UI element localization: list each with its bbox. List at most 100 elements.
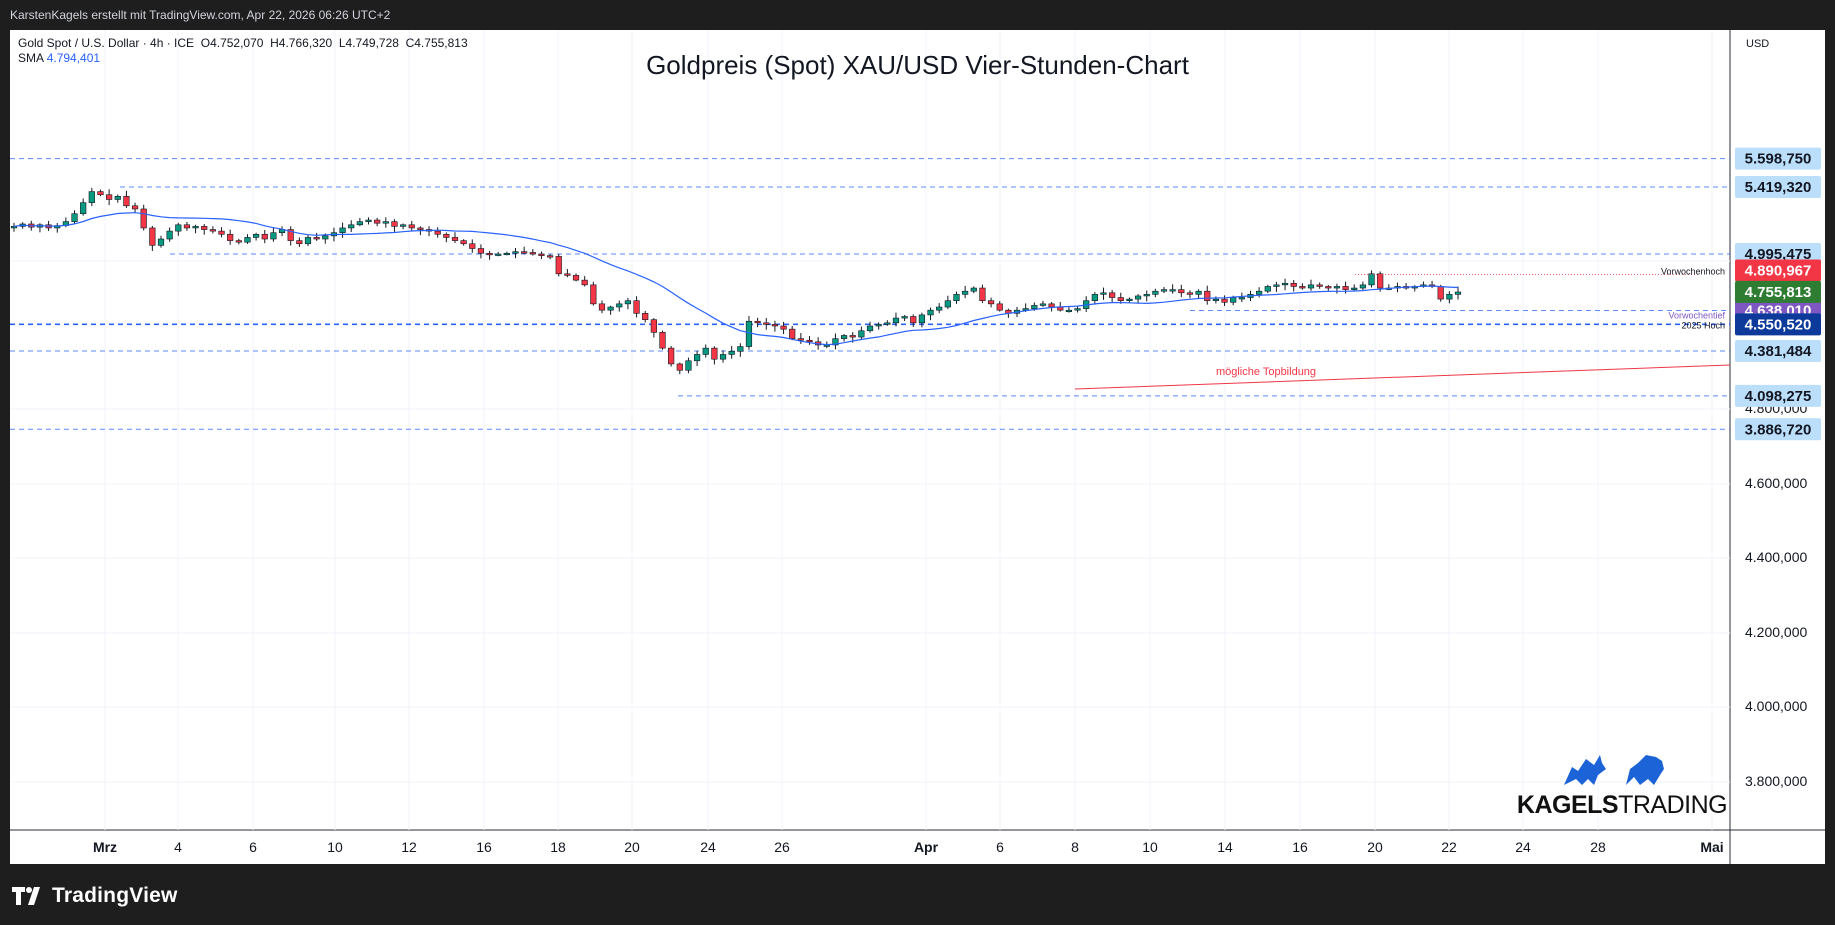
candle-body	[849, 335, 856, 338]
candle-body	[1230, 297, 1237, 303]
candle-body	[892, 317, 900, 324]
chart-legend: Gold Spot / U.S. Dollar · 4h · ICE O4.75…	[18, 36, 468, 66]
candle-body	[451, 237, 459, 241]
candle-body	[1454, 291, 1462, 295]
candle-body	[253, 233, 260, 238]
candle-body	[296, 240, 303, 245]
candle-body	[650, 319, 657, 333]
candle-body	[1256, 290, 1263, 295]
price-badge-label: 4.098,275	[1745, 388, 1812, 405]
candle-body	[676, 363, 683, 371]
candle-body	[495, 253, 502, 256]
x-tick-label: 8	[1071, 839, 1079, 855]
candle-body	[927, 309, 934, 316]
candle-body	[339, 227, 346, 233]
legend-sma-row: SMA 4.794,401	[18, 51, 468, 66]
attribution-bar: KarstenKagels erstellt mit TradingView.c…	[0, 0, 1835, 30]
candle-body	[1333, 286, 1341, 289]
legend-low: L4.749,728	[338, 36, 399, 50]
candle-body	[797, 338, 804, 341]
candle-body	[840, 335, 848, 339]
candle-body	[503, 252, 510, 256]
legend-close: C4.755,813	[405, 36, 468, 50]
candle-body	[875, 324, 882, 327]
candle-body	[374, 219, 381, 224]
candle-body	[780, 325, 787, 330]
candle-body	[365, 219, 372, 222]
x-tick-label: 20	[624, 839, 640, 855]
y-tick-label: 4.000,000	[1745, 698, 1807, 714]
candle-body	[443, 233, 450, 238]
x-tick-label: Mai	[1700, 839, 1723, 855]
legend-sma-value: 4.794,401	[46, 51, 101, 65]
candle-body	[1100, 292, 1107, 295]
candle-body	[1109, 292, 1116, 298]
candle-body	[866, 325, 874, 332]
candle-body	[235, 240, 242, 243]
price-badge-label: 4.550,520	[1745, 316, 1812, 333]
x-tick-label: 16	[476, 839, 492, 855]
candle-body	[1039, 303, 1047, 306]
candle-body	[123, 196, 130, 207]
candle-body	[745, 320, 753, 347]
candle-body	[754, 320, 761, 324]
price-badge	[1735, 259, 1821, 282]
candle-body	[192, 226, 199, 229]
legend-symbol: Gold Spot / U.S. Dollar · 4h · ICE	[18, 36, 195, 50]
price-badge-label: 4.381,484	[1745, 343, 1812, 360]
candle-body	[261, 233, 268, 240]
candle-body	[1134, 295, 1142, 300]
legend-symbol-row: Gold Spot / U.S. Dollar · 4h · ICE O4.75…	[18, 36, 468, 51]
candle-body	[391, 221, 398, 227]
price-badge	[1735, 384, 1821, 407]
candle-body	[80, 202, 87, 215]
candle-body	[1091, 294, 1098, 301]
candle-body	[183, 224, 191, 229]
candle-body	[987, 300, 995, 305]
currency-label[interactable]: USD	[1746, 38, 1770, 50]
candle-body	[572, 275, 580, 281]
candle-body	[1264, 286, 1271, 292]
candle-body	[244, 237, 251, 243]
candle-body	[555, 256, 562, 275]
candle-body	[1221, 298, 1228, 303]
candle-body	[970, 287, 977, 292]
chart-title: Goldpreis (Spot) XAU/USD Vier-Stunden-Ch…	[646, 50, 1189, 80]
candle-body	[719, 354, 727, 360]
candle-body	[114, 196, 121, 200]
candle-body	[201, 226, 208, 230]
candle-body	[1446, 294, 1453, 300]
price-badge	[1735, 242, 1821, 265]
sma-line	[13, 212, 1459, 346]
candle-body	[97, 191, 104, 196]
candle-body	[1351, 287, 1358, 290]
candle-body	[685, 360, 692, 371]
candle-body	[521, 251, 528, 254]
x-tick-label: 10	[1142, 839, 1158, 855]
x-tick-label: 6	[249, 839, 257, 855]
plot-area	[10, 30, 1730, 830]
candle-body	[512, 251, 519, 254]
candle-body	[209, 229, 216, 232]
candle-body	[910, 316, 917, 324]
candle-body	[763, 322, 770, 325]
candle-body	[322, 235, 329, 240]
candle-body	[1178, 289, 1185, 294]
candle-body	[1437, 286, 1444, 300]
candle-body	[356, 221, 363, 226]
x-tick-label: 10	[327, 839, 343, 855]
candle-body	[218, 230, 225, 235]
candle-body	[417, 227, 424, 230]
tradingview-logo[interactable]: TradingView	[12, 884, 178, 908]
candle-body	[1143, 294, 1150, 297]
x-tick-label: Mrz	[93, 839, 117, 855]
candle-body	[106, 194, 113, 200]
price-badge	[1735, 175, 1821, 198]
legend-open: O4.752,070	[200, 36, 264, 50]
candle-body	[590, 284, 597, 305]
candle-body	[1342, 286, 1349, 290]
candle-body	[1195, 290, 1202, 295]
candle-body	[538, 253, 545, 256]
candle-body	[936, 306, 943, 311]
